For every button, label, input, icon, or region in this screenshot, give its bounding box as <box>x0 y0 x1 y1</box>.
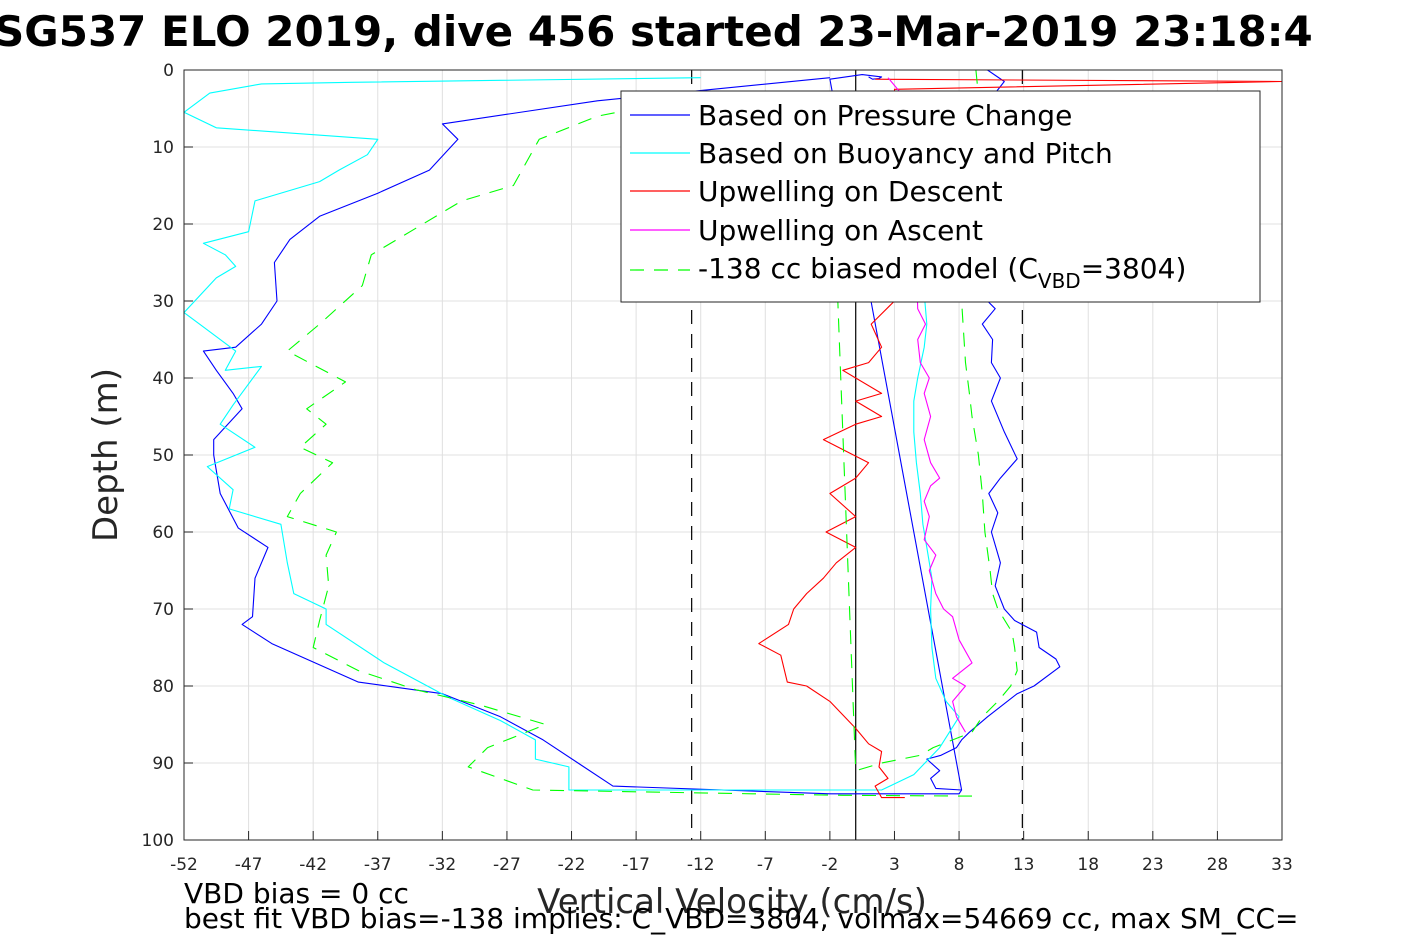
x-ticks: -52 -47 -42 -37 -32 -27 -22 -17 -12 -7 -2 3 8 13 18 23 2… <box>170 831 1293 875</box>
y-tick-label: 10 <box>152 138 174 158</box>
x-tick-label: -47 <box>235 855 263 875</box>
x-tick-label: -2 <box>821 855 838 875</box>
x-tick-label: -52 <box>170 855 198 875</box>
y-tick-label: 80 <box>152 677 174 697</box>
x-tick-label: 3 <box>889 855 900 875</box>
y-tick-label: 100 <box>142 831 174 851</box>
y-tick-label: 70 <box>152 600 174 620</box>
legend-label-biased-model-sub: VBD <box>1038 269 1081 293</box>
x-tick-label: 8 <box>954 855 965 875</box>
legend-label-buoyancy: Based on Buoyancy and Pitch <box>698 137 1113 170</box>
legend-label-upwelling-ascent: Upwelling on Ascent <box>698 214 983 247</box>
x-axis-label: Vertical Velocity (cm/s) <box>537 882 927 922</box>
x-tick-label: -17 <box>622 855 650 875</box>
x-tick-label: 23 <box>1142 855 1164 875</box>
y-tick-label: 50 <box>152 446 174 466</box>
legend-entry-upwelling-descent: Upwelling on Descent <box>630 175 1003 208</box>
y-tick-label: 30 <box>152 292 174 312</box>
chart-title: SG537 ELO 2019, dive 456 started 23-Mar-… <box>0 7 1313 56</box>
legend-label-pressure: Based on Pressure Change <box>698 99 1072 132</box>
x-tick-label: -7 <box>757 855 774 875</box>
y-tick-label: 40 <box>152 369 174 389</box>
legend-label-biased-model-main: -138 cc biased model (C <box>698 252 1038 285</box>
legend-entry-pressure: Based on Pressure Change <box>630 99 1072 132</box>
series-line-based-on-buoyancy-and-pitch <box>184 77 960 791</box>
y-axis-label: Depth (m) <box>86 368 126 542</box>
series-line-based-on-pressure-change <box>202 74 963 795</box>
legend-label-biased-model: -138 cc biased model (CVBD=3804) <box>698 252 1186 293</box>
legend-entry-upwelling-ascent: Upwelling on Ascent <box>630 214 983 247</box>
y-tick-label: 20 <box>152 215 174 235</box>
x-tick-label: -22 <box>558 855 586 875</box>
legend-label-biased-model-end: =3804) <box>1081 252 1187 285</box>
y-ticks: 0 10 20 30 40 50 60 70 80 90 100 <box>142 61 193 851</box>
annotation-best-fit: best fit VBD bias=-138 implies: C_VBD=38… <box>184 902 1298 935</box>
x-tick-label: 28 <box>1207 855 1229 875</box>
x-tick-label: -42 <box>299 855 327 875</box>
y-tick-label: 60 <box>152 523 174 543</box>
legend-entry-buoyancy: Based on Buoyancy and Pitch <box>630 137 1113 170</box>
x-tick-label: -12 <box>687 855 715 875</box>
legend: Based on Pressure Change Based on Buoyan… <box>620 90 1261 303</box>
x-tick-label: 18 <box>1077 855 1099 875</box>
x-tick-label: -27 <box>493 855 521 875</box>
x-tick-label: 33 <box>1271 855 1293 875</box>
series-line-upwelling-on-descent <box>758 78 1282 799</box>
annotation-vbd-bias: VBD bias = 0 cc <box>184 877 409 910</box>
y-tick-label: 0 <box>163 61 174 81</box>
y-tick-label: 90 <box>152 754 174 774</box>
x-tick-label: -32 <box>428 855 456 875</box>
series-line-138-cc-biased-model-c-vbd-3804 <box>286 70 1018 797</box>
x-tick-label: -37 <box>364 855 392 875</box>
x-tick-label: 13 <box>1013 855 1035 875</box>
legend-box <box>620 90 1261 303</box>
legend-entry-biased-model: -138 cc biased model (CVBD=3804) <box>630 252 1186 293</box>
legend-label-upwelling-descent: Upwelling on Descent <box>698 175 1003 208</box>
